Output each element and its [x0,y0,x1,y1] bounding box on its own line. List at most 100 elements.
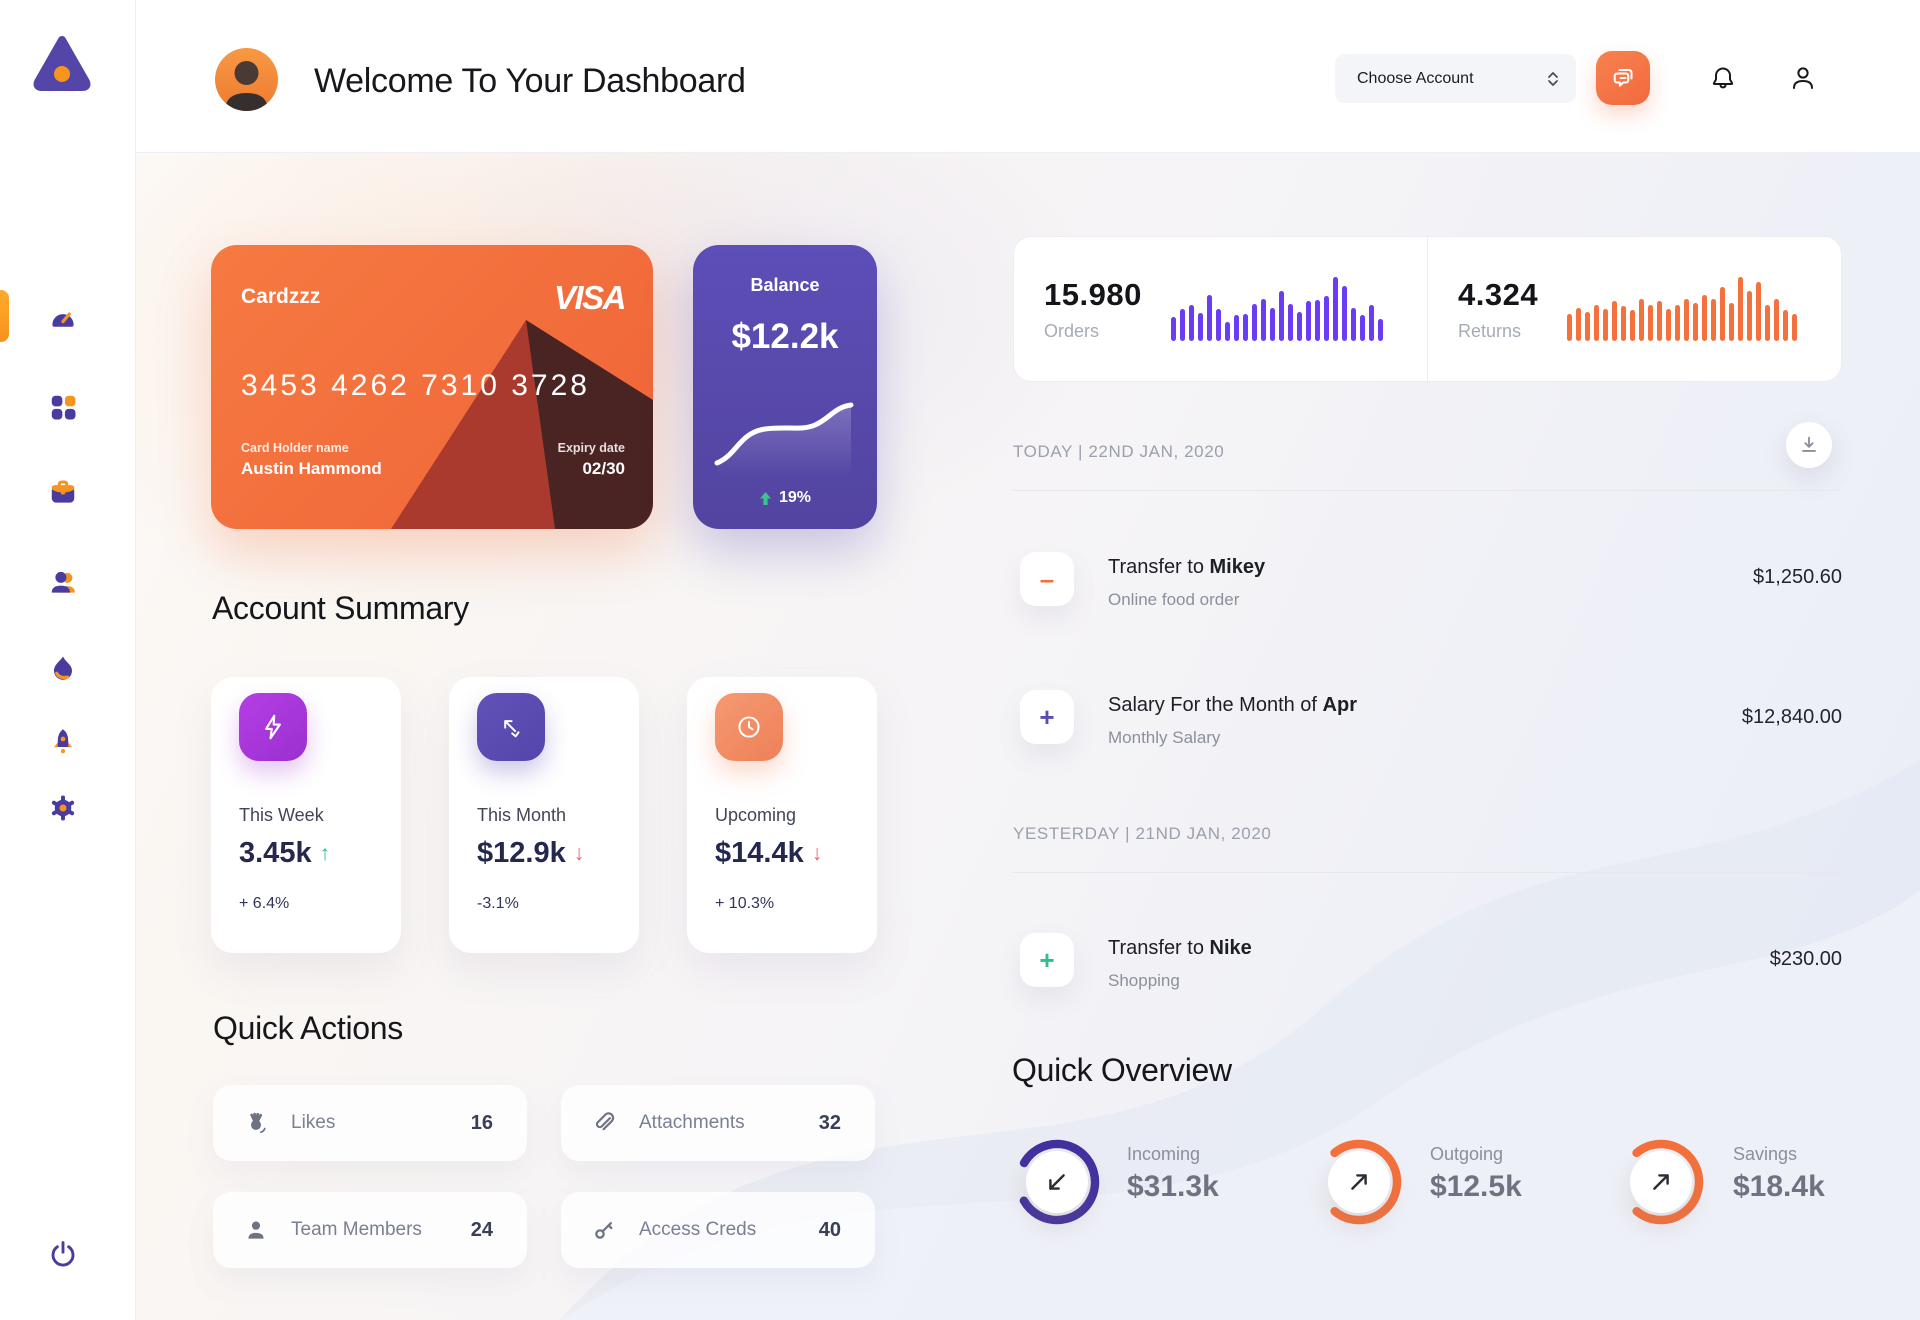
quick-action-likes[interactable]: Likes 16 [213,1085,527,1161]
quick-action-count: 40 [818,1218,841,1241]
quick-action-team-members[interactable]: Team Members 24 [213,1192,527,1268]
rocket-icon[interactable] [48,727,78,757]
user-icon[interactable] [1789,64,1817,92]
users-icon[interactable] [48,567,78,597]
savings-label: Savings [1733,1144,1798,1164]
trend-down-icon: ↓ [811,841,823,865]
quick-action-count: 24 [470,1218,493,1241]
card-name: Cardzzz [241,285,321,308]
quick-action-label: Likes [291,1112,336,1133]
savings-value: $18.4k [1733,1170,1825,1203]
person-icon [248,1221,264,1239]
today-date-label: TODAY | 22ND JAN, 2020 [1013,442,1225,461]
outgoing-ring [1316,1139,1402,1225]
minus-icon: – [1039,563,1055,594]
savings-ring [1618,1139,1704,1225]
sidebar [0,0,136,1320]
messages-button[interactable] [1596,51,1650,105]
download-button[interactable] [1786,422,1832,468]
balance-sparkline [714,402,854,477]
flame-icon[interactable] [48,654,78,684]
transaction-sign-badge: – [1020,552,1074,606]
divider [1013,490,1842,491]
quick-action-label: Team Members [291,1219,422,1240]
avatar[interactable] [215,48,278,111]
incoming-ring [1014,1139,1100,1225]
balance-label: Balance [750,275,820,295]
transaction-amount: $230.00 [1769,948,1842,970]
orders-returns-card: 15.980 Orders 4.324 Returns [1013,236,1842,382]
quick-action-label: Attachments [639,1112,745,1133]
arrow-down-left-icon [1049,1174,1065,1190]
divider [1013,872,1842,873]
card-holder-label: Card Holder name [241,441,349,455]
returns-label: Returns [1458,320,1522,341]
download-icon [1802,436,1816,452]
summary-label: This Week [239,805,324,825]
grid-icon[interactable] [48,392,78,422]
transaction-subtitle: Shopping [1108,971,1180,990]
transaction-title[interactable]: Transfer to Nike [1108,937,1252,959]
plus-icon: + [1039,944,1055,975]
briefcase-icon[interactable] [48,477,78,507]
quick-overview-title: Quick Overview [1012,1052,1232,1088]
summary-card-this-month[interactable]: This Month $12.9k ↓ -3.1% [449,677,639,953]
summary-value: 3.45k [239,837,312,869]
page-title: Welcome To Your Dashboard [314,62,746,100]
balance-change: 19% [778,489,812,506]
app-logo[interactable] [30,32,94,96]
orders-label: Orders [1044,320,1100,341]
quick-action-label: Access Creds [639,1219,757,1240]
account-select-label: Choose Account [1357,69,1474,87]
speedometer-icon[interactable] [48,301,78,331]
power-icon[interactable] [48,1239,78,1269]
arrow-up-icon [759,491,771,505]
arrow-up-right-icon [1351,1174,1367,1190]
summary-label: This Month [477,805,567,825]
card-pyramid-decoration [391,320,653,529]
transaction-title[interactable]: Salary For the Month of Apr [1108,694,1357,716]
select-chevrons-icon [1548,71,1558,86]
quick-action-access-creds[interactable]: Access Creds 40 [561,1192,875,1268]
gear-icon[interactable] [48,793,78,823]
incoming-label: Incoming [1127,1144,1201,1164]
outgoing-label: Outgoing [1430,1144,1504,1164]
summary-delta: + 10.3% [715,895,775,912]
summary-card-this-week[interactable]: This Week 3.45k ↑ + 6.4% [211,677,401,953]
transaction-sign-badge: + [1020,933,1074,987]
quick-action-count: 16 [470,1111,493,1134]
quick-action-attachments[interactable]: Attachments 32 [561,1085,875,1161]
incoming-value: $31.3k [1127,1170,1219,1203]
yesterday-date-label: YESTERDAY | 21ND JAN, 2020 [1013,824,1272,843]
clock-icon [738,716,760,738]
returns-value: 4.324 [1458,276,1539,312]
trend-up-icon: ↑ [319,841,331,865]
summary-card-upcoming[interactable]: Upcoming $14.4k ↓ + 10.3% [687,677,877,953]
credit-card[interactable]: Cardzzz VISA 3453 4262 7310 3728 Card Ho… [211,245,653,529]
expiry-label: Expiry date [557,441,625,455]
card-holder-name: Austin Hammond [241,459,382,478]
balance-card[interactable]: Balance $12.2k 19% [693,245,877,529]
visa-logo: VISA [553,279,627,316]
summary-delta: -3.1% [477,895,519,912]
trend-down-icon: ↓ [573,841,585,865]
transaction-title[interactable]: Transfer to Mikey [1108,556,1266,578]
bell-icon[interactable] [1709,64,1737,92]
outgoing-value: $12.5k [1430,1170,1522,1203]
key-icon [595,1222,613,1239]
summary-value: $12.9k [477,837,566,869]
paperclip-icon [595,1112,615,1131]
lightning-icon [265,714,281,740]
transaction-sign-badge: + [1020,690,1074,744]
account-summary-title: Account Summary [212,590,469,626]
account-select[interactable]: Choose Account [1335,54,1576,103]
transaction-amount: $1,250.60 [1753,566,1842,588]
card-number: 3453 4262 7310 3728 [241,369,590,402]
quick-action-count: 32 [818,1111,841,1134]
returns-bars [1567,277,1797,341]
orders-stat: 15.980 Orders [1014,237,1427,381]
trend-arrow-icon [504,720,520,738]
orders-value: 15.980 [1044,276,1142,312]
returns-stat: 4.324 Returns [1427,237,1841,381]
